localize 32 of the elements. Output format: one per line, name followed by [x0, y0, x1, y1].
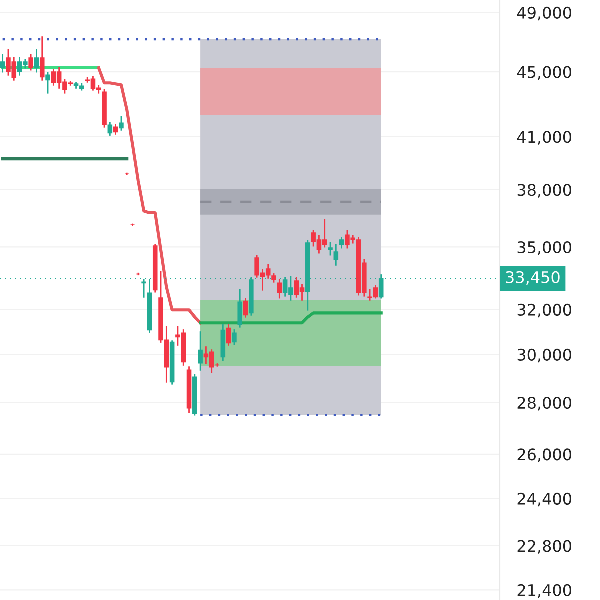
candlestick: [334, 244, 339, 266]
candlestick: [339, 237, 344, 249]
candlestick: [243, 298, 248, 318]
candlestick: [108, 122, 113, 136]
ref-line-label: 33,450: [506, 271, 560, 286]
candlestick: [40, 36, 45, 81]
y-tick-label: 22,800: [518, 540, 572, 554]
candlestick: [226, 324, 232, 346]
y-tick-label: 24,400: [518, 492, 572, 507]
candlestick: [113, 124, 118, 135]
y-tick-label: 30,000: [518, 348, 572, 363]
candlestick: [46, 72, 50, 94]
y-tick-label: 49,000: [517, 6, 572, 21]
candlestick: [119, 116, 124, 131]
line-series: [97, 66, 202, 325]
y-tick-label: 32,000: [518, 304, 572, 318]
candlestick: [198, 332, 203, 371]
y-tick-label: 28,000: [518, 396, 572, 411]
y-tick-label: 38,000: [518, 184, 572, 198]
y-tick-label: 21,400: [518, 584, 572, 598]
candlestick: [142, 279, 146, 298]
candlestick: [28, 54, 34, 71]
y-tick-label: 26,000: [518, 448, 572, 462]
candlestick: [328, 242, 333, 256]
candlestick: [34, 49, 40, 73]
candlestick: [232, 330, 237, 345]
candlestick: [277, 279, 282, 299]
candlestick: [0, 54, 6, 73]
y-tick-label: 45,000: [517, 66, 572, 80]
candlestick: [238, 289, 243, 328]
y-tick-label: 41,000: [517, 131, 572, 145]
y-tick-label: 35,000: [518, 241, 572, 256]
